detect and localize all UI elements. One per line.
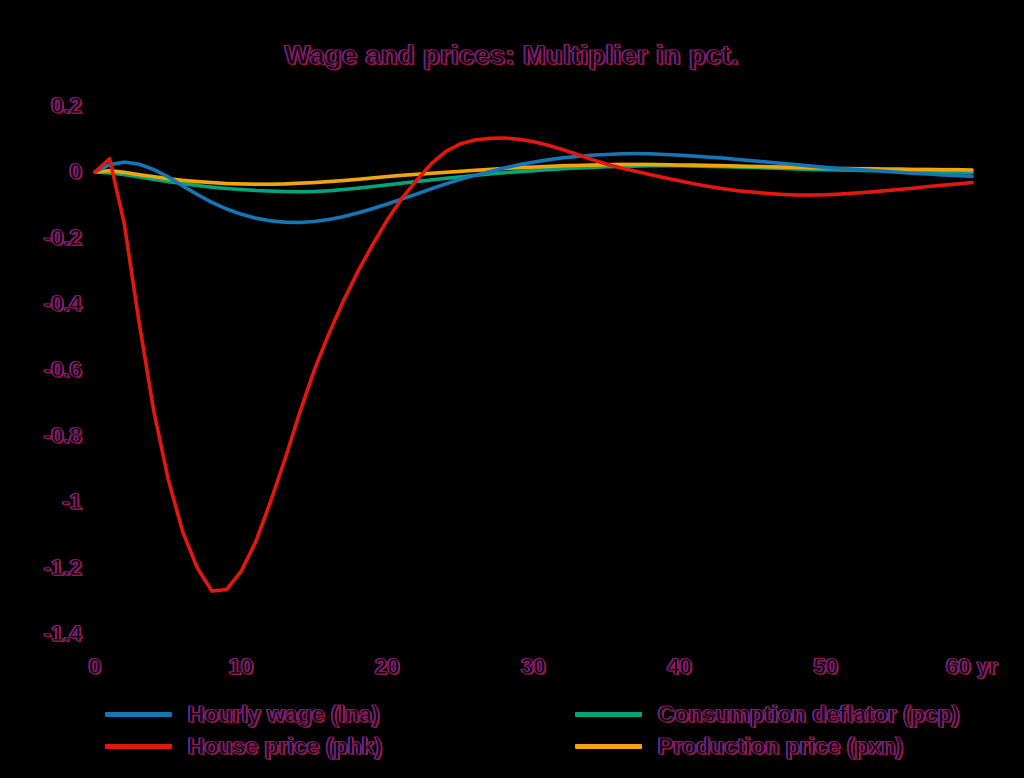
- y-tick-label: -0.8: [44, 423, 83, 449]
- legend-line-hourly-wage: [105, 711, 172, 717]
- legend-item-hourly-wage: Hourly wage (lna): [105, 700, 380, 728]
- legend-item-production-price: Production price (pxn): [575, 732, 904, 760]
- x-tick-label: 10: [228, 654, 254, 680]
- legend-line-production-price: [575, 743, 642, 749]
- legend-label-production-price: Production price (pxn): [657, 732, 904, 759]
- series-line-house-price-phk: [93, 136, 974, 593]
- y-tick-label: 0.2: [51, 93, 83, 119]
- legend-item-house-price: House price (phk): [105, 732, 383, 760]
- x-tick-label: 60 yr: [946, 654, 998, 680]
- y-tick-label: -1.2: [44, 555, 83, 581]
- legend-line-consumption-deflator: [575, 711, 642, 717]
- series-line-hourly-wage-lna: [93, 151, 974, 225]
- y-tick-label: -0.6: [44, 357, 83, 383]
- legend-item-consumption-deflator: Consumption deflator (pcp): [575, 700, 960, 728]
- x-tick-label: 50: [813, 654, 839, 680]
- x-tick-label: 0: [88, 654, 102, 680]
- y-tick-label: 0: [69, 159, 82, 185]
- legend-label-consumption-deflator: Consumption deflator (pcp): [658, 700, 961, 727]
- y-tick-label: -1: [62, 489, 83, 515]
- x-tick-label: 20: [375, 654, 400, 680]
- y-tick-label: -0.4: [44, 291, 83, 317]
- legend-label-hourly-wage: Hourly wage (lna): [188, 700, 381, 727]
- legend-line-house-price: [105, 743, 172, 749]
- y-tick-label: -0.2: [44, 225, 83, 251]
- x-tick-label: 30: [521, 654, 546, 680]
- y-tick-label: -1.4: [44, 621, 83, 647]
- legend-label-house-price: House price (phk): [187, 732, 383, 759]
- x-tick-label: 40: [667, 654, 692, 680]
- chart-title: Wage and prices: Multiplier in pct.: [284, 40, 740, 71]
